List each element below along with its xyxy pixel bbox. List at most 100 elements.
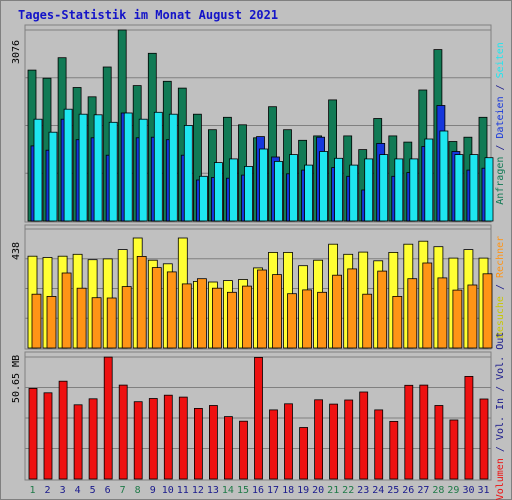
series-volumen <box>28 356 489 480</box>
legend-item: Seiten <box>495 42 506 78</box>
bar <box>439 130 449 222</box>
bar <box>434 405 444 480</box>
panel-legend: Anfragen / Dateien / Seiten <box>495 42 506 205</box>
bar <box>166 271 177 349</box>
x-tick-label: 16 <box>252 485 264 496</box>
bar <box>106 297 117 349</box>
bar <box>257 269 267 349</box>
x-tick-label: 19 <box>297 485 309 496</box>
bar <box>329 403 339 480</box>
bar <box>151 267 162 349</box>
x-tick-label: 10 <box>162 485 174 496</box>
bar <box>379 154 389 222</box>
bar <box>198 175 208 222</box>
bar <box>302 289 313 349</box>
legend-separator: / <box>495 440 506 458</box>
bar <box>28 387 38 480</box>
bar <box>454 154 464 222</box>
legend-separator: / <box>495 380 506 398</box>
x-tick-label: 22 <box>342 485 354 496</box>
x-tick-label: 4 <box>75 485 81 496</box>
x-tick-label: 21 <box>327 485 339 496</box>
bar <box>226 291 237 349</box>
bar <box>181 283 192 349</box>
y-max-label: 50.65 MB <box>11 355 22 403</box>
x-tick-label: 15 <box>237 485 249 496</box>
bar <box>482 273 493 349</box>
bar <box>452 289 463 349</box>
bar <box>424 138 434 222</box>
bar <box>242 285 252 349</box>
legend-separator: / <box>495 278 506 296</box>
bar <box>148 398 158 480</box>
bar <box>213 162 223 222</box>
panel-requests: 3076 Anfragen / Dateien / Seiten <box>11 24 506 223</box>
bar <box>364 158 374 222</box>
x-tick-label: 7 <box>120 485 126 496</box>
x-tick-label: 18 <box>282 485 294 496</box>
bar <box>223 416 233 480</box>
x-tick-label: 25 <box>387 485 399 496</box>
x-tick-label: 6 <box>105 485 111 496</box>
bar <box>118 384 128 480</box>
series-seiten <box>33 108 494 222</box>
bar <box>178 396 188 480</box>
bar <box>123 112 133 222</box>
bar <box>464 375 474 480</box>
bar <box>449 419 459 480</box>
x-tick-label: 14 <box>222 485 234 496</box>
bar <box>63 108 73 222</box>
x-tick-label: 20 <box>312 485 324 496</box>
x-tick-label: 12 <box>192 485 204 496</box>
bar <box>362 293 373 349</box>
panel-legend: Volumen / Vol. In / Vol. Out <box>495 332 506 500</box>
bar <box>168 113 178 222</box>
bar <box>332 274 343 349</box>
bar <box>347 268 358 349</box>
bar <box>479 398 489 480</box>
bar <box>58 380 68 480</box>
legend-item: Anfragen <box>495 157 506 205</box>
bar <box>299 427 309 480</box>
bar <box>193 407 203 480</box>
bar <box>409 158 419 222</box>
bar <box>317 291 328 349</box>
bar <box>259 148 268 222</box>
bar <box>196 278 207 349</box>
x-tick-label: 29 <box>447 485 459 496</box>
bar <box>344 399 354 480</box>
bar <box>48 131 58 222</box>
legend-item: Dateien <box>495 96 506 138</box>
legend-separator: / <box>495 139 506 157</box>
x-tick-label: 24 <box>372 485 384 496</box>
bar <box>349 164 359 222</box>
bar <box>467 284 478 349</box>
legend-item: Besuche <box>495 296 506 338</box>
bar <box>33 118 43 222</box>
legend-item: Vol. Out <box>495 332 506 380</box>
bar <box>211 287 222 349</box>
bar <box>389 420 399 480</box>
y-max-label: 438 <box>11 242 22 260</box>
bar <box>133 401 143 480</box>
bar <box>76 287 87 349</box>
bar <box>43 392 53 480</box>
x-tick-label: 31 <box>477 485 489 496</box>
x-tick-label: 27 <box>417 485 429 496</box>
bar <box>314 399 324 480</box>
x-tick-label: 5 <box>90 485 96 496</box>
bar <box>153 111 163 222</box>
bar <box>46 295 57 349</box>
bar <box>304 164 314 222</box>
bar <box>404 384 414 480</box>
panel-volume: 50.65 MB Volumen / Vol. In / Vol. Out <box>11 332 506 500</box>
x-tick-label: 26 <box>402 485 414 496</box>
bar <box>121 286 132 349</box>
bar <box>284 403 293 480</box>
bar <box>359 391 369 480</box>
x-tick-label: 30 <box>462 485 474 496</box>
bar <box>484 157 494 222</box>
bar <box>61 272 72 349</box>
bar <box>272 274 282 349</box>
bar <box>88 398 98 480</box>
